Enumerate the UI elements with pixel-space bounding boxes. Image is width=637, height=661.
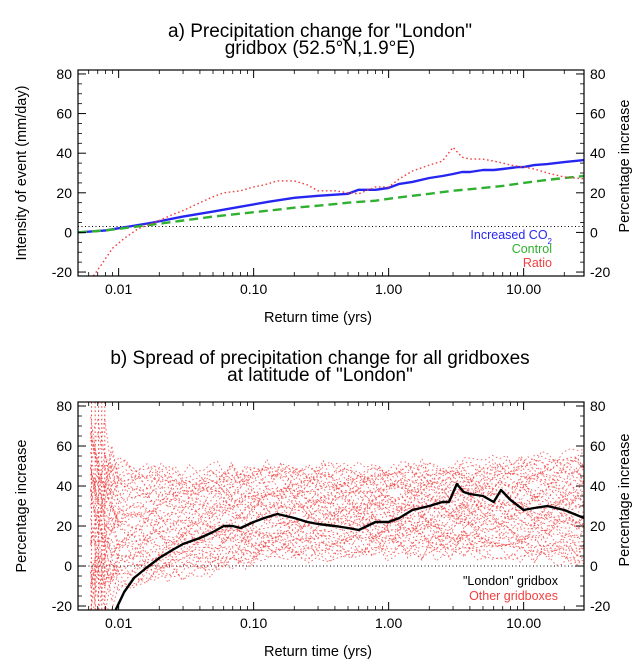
y-tick-label: 20 [56, 518, 72, 534]
other-gridbox-line [90, 502, 584, 550]
other-gridbox-line [90, 505, 584, 544]
plot-inner [78, 146, 584, 276]
y-tick-label-right: 80 [590, 66, 606, 82]
y-tick-label: 40 [56, 478, 72, 494]
x-tick-label: 10.00 [506, 615, 541, 631]
y-tick-label: 60 [56, 106, 72, 122]
other-gridbox-line [90, 464, 584, 499]
other-gridbox-line [90, 542, 584, 610]
y-tick-label-right: 40 [590, 478, 606, 494]
y-tick-label: 80 [56, 66, 72, 82]
other-gridbox-line [90, 506, 584, 556]
panel-a-title-line2: gridbox (52.5°N,1.9°E) [225, 38, 416, 59]
x-tick-label: 0.01 [105, 615, 132, 631]
panel-b-legend: "London" gridbox Other gridboxes [463, 574, 559, 603]
y-tick-label-right: -20 [590, 598, 610, 614]
panel-a-frame [77, 69, 585, 277]
other-gridbox-line [90, 486, 584, 535]
series-line-london-gridbox [114, 482, 584, 610]
other-gridbox-line [90, 431, 584, 487]
other-gridbox-line [90, 536, 584, 584]
y-tick-label: 60 [56, 438, 72, 454]
other-gridbox-line [90, 474, 584, 527]
panel-b-x-axis-label: Return time (yrs) [264, 644, 372, 660]
y-tick-label: -20 [52, 264, 72, 280]
panel-a-x-axis-label: Return time (yrs) [264, 310, 372, 326]
y-tick-label-right: 60 [590, 106, 606, 122]
other-gridbox-line [90, 416, 584, 477]
other-gridbox-line [90, 511, 584, 549]
other-gridbox-line [90, 516, 584, 554]
other-gridbox-line [90, 432, 584, 490]
other-gridbox-line [90, 452, 584, 504]
y-tick-label-right: 80 [590, 398, 606, 414]
other-gridbox-line [105, 538, 584, 610]
x-tick-label: 0.01 [105, 281, 132, 297]
other-gridbox-line [90, 437, 584, 493]
other-gridbox-line [90, 534, 584, 610]
other-gridbox-line [90, 432, 584, 487]
panel-a-right-y-axis-label: Percentage increase [617, 100, 633, 233]
other-gridbox-line [90, 468, 584, 500]
legend-control: Control [512, 242, 552, 256]
legend-co2-subscript: 2 [548, 237, 553, 246]
y-tick-label: 40 [56, 145, 72, 161]
y-tick-label: 20 [56, 185, 72, 201]
x-tick-label: 10.00 [506, 281, 541, 297]
other-gridbox-line [90, 526, 584, 597]
other-gridbox-line [90, 512, 584, 566]
panel-b-y-axis-label: Percentage increase [14, 440, 30, 573]
legend-ratio: Ratio [523, 256, 552, 270]
plot-inner [78, 402, 584, 610]
y-tick-label-right: 0 [590, 224, 598, 240]
legend-other-gridboxes: Other gridboxes [469, 589, 558, 603]
y-tick-label-right: 20 [590, 185, 606, 201]
panel-a-plot-area [78, 146, 584, 276]
series-line-control [78, 174, 584, 234]
other-gridbox-line [90, 528, 584, 599]
other-gridbox-line [90, 506, 584, 557]
legend-london-gridbox: "London" gridbox [463, 574, 559, 588]
x-tick-label: 1.00 [375, 615, 402, 631]
other-gridbox-line [90, 523, 584, 588]
panel-b-title-line2: at latitude of "London" [227, 365, 413, 386]
other-gridbox-line [90, 418, 584, 488]
other-gridbox-line [90, 439, 584, 502]
other-gridbox-line [90, 467, 584, 521]
series-line-increased-co [78, 158, 584, 234]
y-tick-label-right: 20 [590, 518, 606, 534]
panel-a-title-line1: a) Precipitation change for "London" [168, 21, 472, 42]
panel-b: b) Spread of precipitation change for al… [14, 348, 633, 660]
x-tick-label: 0.10 [240, 615, 267, 631]
y-tick-label-right: 60 [590, 438, 606, 454]
legend-increased-co2-text: Increased CO [470, 228, 547, 242]
panel-a: a) Precipitation change for "London" gri… [14, 21, 633, 326]
y-tick-label: 80 [56, 398, 72, 414]
legend-increased-co2: Increased CO2 [470, 228, 552, 246]
other-gridbox-line [90, 519, 584, 578]
y-tick-label-right: 0 [590, 558, 598, 574]
panel-b-title-line1: b) Spread of precipitation change for al… [110, 348, 529, 369]
x-tick-label: 0.10 [240, 281, 267, 297]
other-gridbox-line [90, 467, 584, 513]
y-tick-label: -20 [52, 598, 72, 614]
panel-b-ticks: 0.01 0.10 1.00 10.00 -20 -20 0 0 20 20 40 40 60 60 80 8… [52, 398, 611, 631]
series-line-ratio [92, 146, 584, 276]
panel-a-y-axis-label: Intensity of event (mm/day) [14, 86, 30, 261]
y-tick-label: 0 [64, 224, 72, 240]
panel-b-plot-area [78, 402, 584, 610]
other-gridbox-line [90, 476, 584, 509]
panel-b-right-y-axis-label: Percentage increase [617, 434, 633, 567]
panel-a-legend: Increased CO2 Control Ratio [470, 228, 552, 270]
y-tick-label-right: -20 [590, 264, 610, 280]
panel-a-ticks: 0.01 0.10 1.00 10.00 -20 -20 0 0 20 20 40 40 60 60 80 8… [52, 66, 611, 297]
other-gridbox-line [90, 488, 584, 545]
y-tick-label-right: 40 [590, 145, 606, 161]
other-gridbox-line [90, 525, 584, 579]
y-tick-label: 0 [64, 558, 72, 574]
other-gridbox-line [90, 514, 584, 559]
x-tick-label: 1.00 [375, 281, 402, 297]
